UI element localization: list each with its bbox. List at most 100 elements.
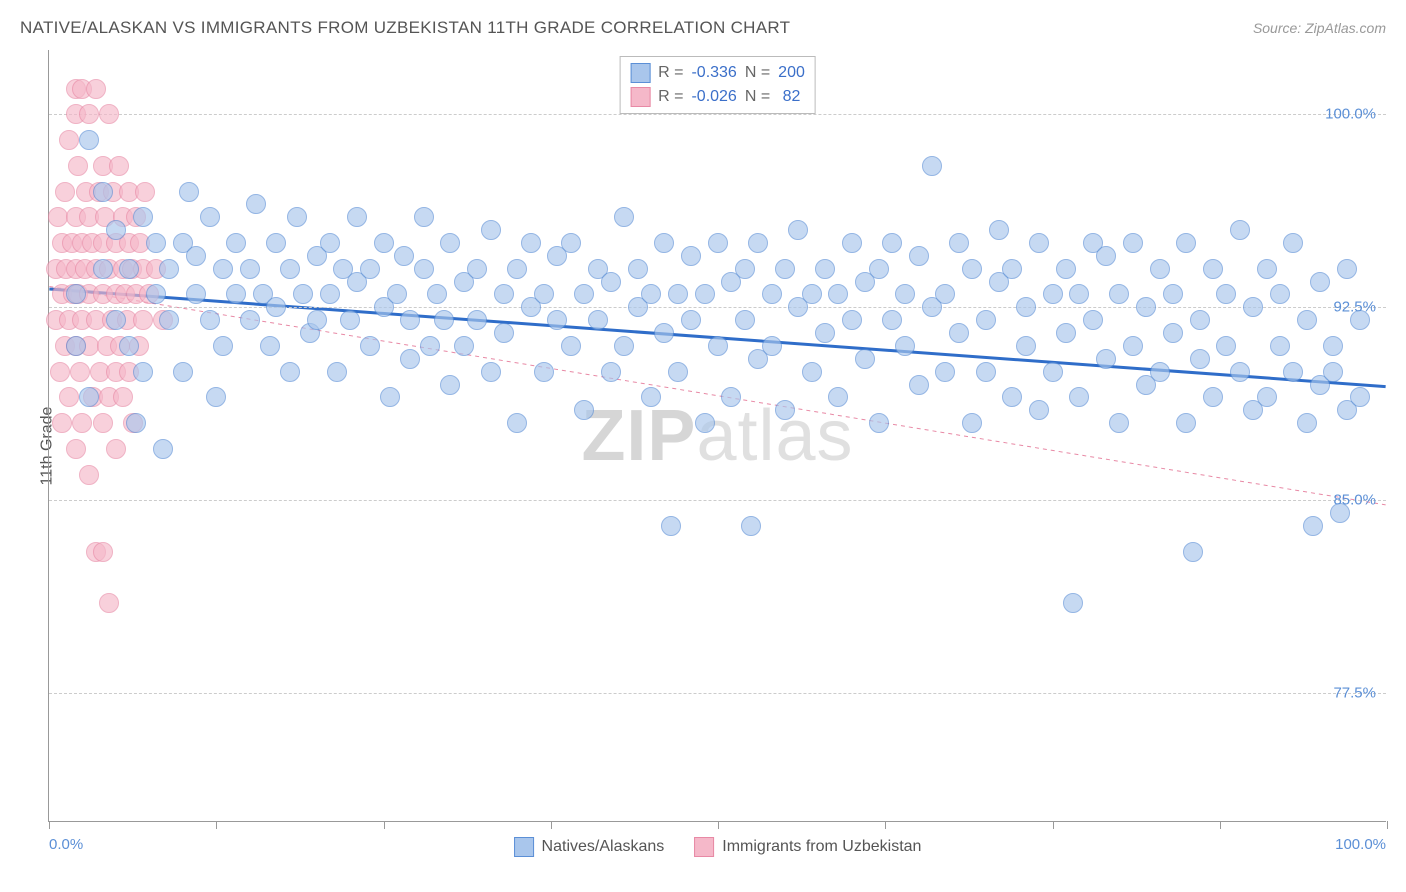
scatter-point-blue: [1190, 349, 1210, 369]
scatter-point-blue: [240, 259, 260, 279]
scatter-point-blue: [1230, 362, 1250, 382]
scatter-point-blue: [1123, 336, 1143, 356]
scatter-point-blue: [668, 362, 688, 382]
scatter-point-pink: [79, 465, 99, 485]
scatter-point-blue: [976, 362, 996, 382]
scatter-point-blue: [802, 362, 822, 382]
scatter-point-blue: [1243, 297, 1263, 317]
scatter-point-blue: [748, 233, 768, 253]
scatter-point-blue: [588, 310, 608, 330]
x-tick: [885, 821, 886, 829]
scatter-point-blue: [66, 336, 86, 356]
scatter-point-pink: [72, 413, 92, 433]
scatter-point-blue: [869, 259, 889, 279]
scatter-point-blue: [708, 336, 728, 356]
scatter-point-blue: [561, 336, 581, 356]
scatter-point-blue: [66, 284, 86, 304]
scatter-point-blue: [855, 349, 875, 369]
scatter-point-blue: [574, 284, 594, 304]
scatter-point-blue: [949, 323, 969, 343]
scatter-point-blue: [200, 207, 220, 227]
scatter-point-blue: [440, 375, 460, 395]
scatter-point-blue: [240, 310, 260, 330]
scatter-point-pink: [68, 156, 88, 176]
scatter-point-blue: [133, 207, 153, 227]
scatter-point-blue: [574, 400, 594, 420]
x-axis-max-label: 100.0%: [1335, 836, 1386, 853]
x-tick: [384, 821, 385, 829]
scatter-point-blue: [146, 233, 166, 253]
scatter-point-blue: [1176, 233, 1196, 253]
scatter-point-blue: [420, 336, 440, 356]
scatter-point-blue: [146, 284, 166, 304]
scatter-point-blue: [280, 259, 300, 279]
scatter-point-blue: [1350, 310, 1370, 330]
scatter-point-blue: [695, 284, 715, 304]
scatter-point-blue: [601, 272, 621, 292]
scatter-point-pink: [135, 182, 155, 202]
scatter-point-blue: [481, 362, 501, 382]
scatter-point-blue: [380, 387, 400, 407]
scatter-point-blue: [842, 233, 862, 253]
scatter-point-blue: [1190, 310, 1210, 330]
scatter-point-pink: [106, 439, 126, 459]
scatter-point-blue: [1297, 310, 1317, 330]
scatter-point-blue: [1016, 336, 1036, 356]
scatter-point-blue: [1083, 310, 1103, 330]
scatter-point-pink: [66, 439, 86, 459]
scatter-point-blue: [601, 362, 621, 382]
scatter-point-blue: [735, 310, 755, 330]
scatter-point-blue: [159, 259, 179, 279]
scatter-point-blue: [842, 310, 862, 330]
scatter-point-blue: [1056, 259, 1076, 279]
scatter-point-blue: [962, 259, 982, 279]
scatter-point-blue: [1323, 336, 1343, 356]
scatter-point-blue: [1029, 400, 1049, 420]
scatter-point-blue: [788, 220, 808, 240]
scatter-point-blue: [935, 362, 955, 382]
scatter-point-blue: [1069, 284, 1089, 304]
scatter-point-pink: [109, 156, 129, 176]
legend-label: Natives/Alaskans: [542, 838, 665, 856]
scatter-point-blue: [374, 233, 394, 253]
scatter-point-blue: [935, 284, 955, 304]
scatter-point-blue: [266, 233, 286, 253]
watermark: ZIPatlas: [581, 395, 853, 477]
legend-row: R =-0.026 N = 82: [630, 85, 805, 109]
scatter-point-blue: [1056, 323, 1076, 343]
scatter-point-blue: [1310, 272, 1330, 292]
scatter-point-blue: [735, 259, 755, 279]
x-tick: [49, 821, 50, 829]
scatter-point-blue: [909, 246, 929, 266]
scatter-point-blue: [293, 284, 313, 304]
scatter-point-blue: [153, 439, 173, 459]
scatter-point-blue: [614, 207, 634, 227]
scatter-point-blue: [260, 336, 280, 356]
scatter-point-blue: [507, 259, 527, 279]
scatter-point-blue: [226, 233, 246, 253]
scatter-point-blue: [828, 387, 848, 407]
scatter-point-blue: [1350, 387, 1370, 407]
scatter-point-blue: [1002, 259, 1022, 279]
legend-row: R =-0.336 N =200: [630, 61, 805, 85]
scatter-point-blue: [681, 310, 701, 330]
x-tick: [1053, 821, 1054, 829]
scatter-point-blue: [387, 284, 407, 304]
scatter-point-blue: [179, 182, 199, 202]
scatter-point-blue: [1183, 542, 1203, 562]
scatter-point-blue: [1337, 259, 1357, 279]
scatter-point-blue: [1270, 284, 1290, 304]
scatter-point-blue: [106, 220, 126, 240]
scatter-point-pink: [50, 362, 70, 382]
scatter-point-blue: [661, 516, 681, 536]
scatter-point-blue: [1163, 284, 1183, 304]
scatter-point-blue: [561, 233, 581, 253]
y-tick-label: 77.5%: [1333, 685, 1376, 702]
scatter-point-blue: [1109, 284, 1129, 304]
scatter-point-blue: [79, 387, 99, 407]
scatter-point-pink: [93, 413, 113, 433]
scatter-point-blue: [882, 233, 902, 253]
scatter-point-blue: [521, 233, 541, 253]
scatter-point-blue: [775, 400, 795, 420]
scatter-point-blue: [427, 284, 447, 304]
